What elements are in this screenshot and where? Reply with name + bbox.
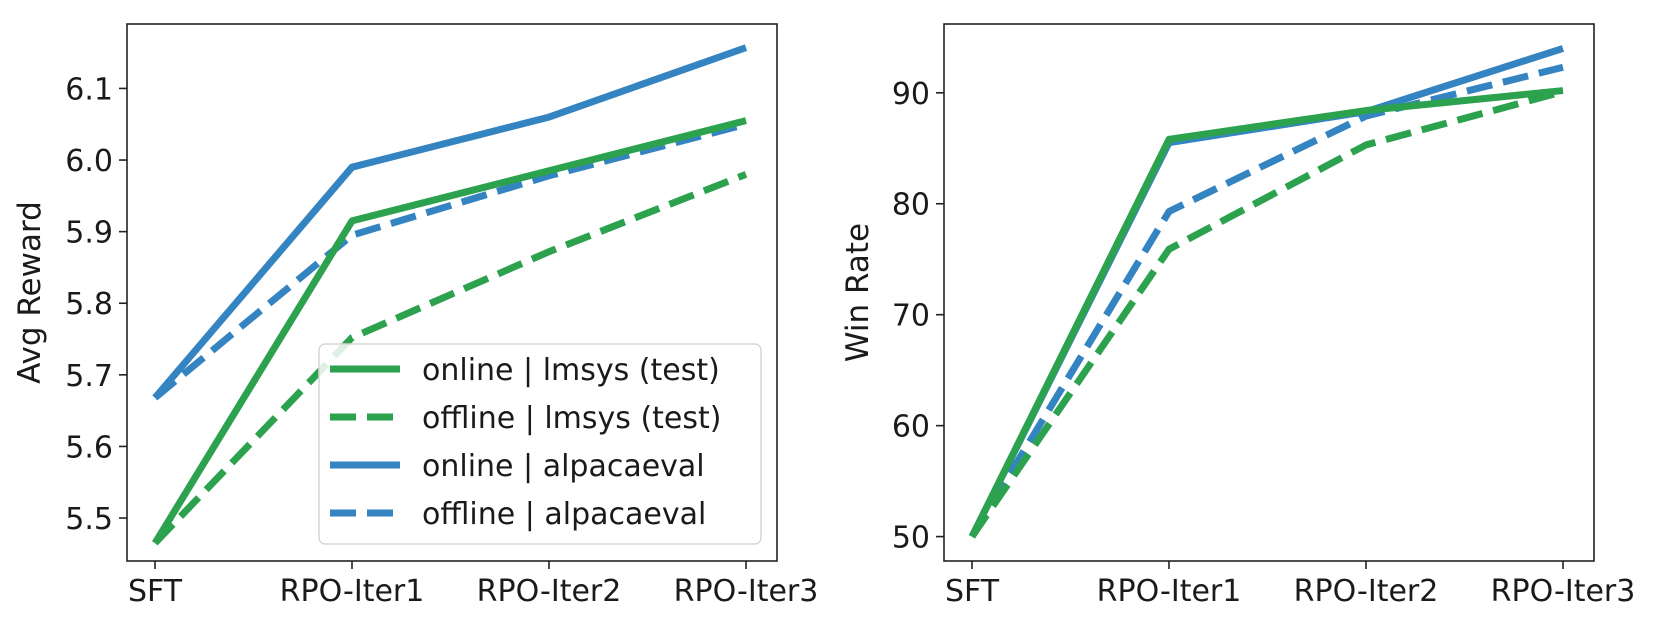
y-tick-label: 5.8 bbox=[65, 287, 113, 322]
x-tick-label: RPO-Iter2 bbox=[477, 574, 622, 609]
series-group bbox=[968, 45, 1565, 539]
plot-frame bbox=[126, 23, 778, 562]
y-axis-label: Win Rate bbox=[840, 223, 876, 362]
y-tick-label: 6.0 bbox=[65, 144, 113, 179]
y-tick-label: 5.6 bbox=[65, 430, 113, 465]
y-tick-label: 5.7 bbox=[65, 359, 113, 394]
series-line-offline-alpacaeval bbox=[969, 63, 1564, 539]
series-group bbox=[152, 44, 748, 546]
y-tick-label: 70 bbox=[892, 299, 930, 334]
legend-box bbox=[318, 343, 762, 545]
y-tick-label: 5.5 bbox=[65, 502, 113, 537]
legend: online | lmsys (test) offline | lmsys (te… bbox=[318, 343, 762, 545]
series-line-offline-lmsys-test- bbox=[969, 88, 1564, 539]
y-tick-label: 50 bbox=[892, 521, 930, 556]
x-tick-label: SFT bbox=[128, 574, 183, 609]
y-tick-label: 6.1 bbox=[65, 72, 113, 107]
y-tick-label: 80 bbox=[892, 188, 930, 223]
chart-2: 50 60 70 80 90 SFT RPO-Iter1 RPO-Iter2 RPO-Iter3… bbox=[840, 23, 1636, 609]
plot-frame bbox=[943, 23, 1595, 562]
x-tick-label: RPO-Iter1 bbox=[1097, 574, 1242, 609]
y-tick-label: 5.9 bbox=[65, 216, 113, 251]
x-tick-label: RPO-Iter3 bbox=[1491, 574, 1636, 609]
series-line-online-lmsys-test- bbox=[152, 117, 747, 545]
chart-1: 5.5 5.6 5.7 5.8 5.9 6.0 6.1 SFT RPO-Iter1 RPO-Ite… bbox=[12, 23, 819, 609]
x-tick-label: RPO-Iter2 bbox=[1294, 574, 1439, 609]
legend-label: offline | alpacaeval bbox=[422, 497, 706, 532]
y-tick-label: 60 bbox=[892, 410, 930, 445]
series-line-online-alpacaeval bbox=[152, 44, 748, 401]
y-tick-label: 90 bbox=[892, 77, 930, 112]
series-line-offline-lmsys-test- bbox=[152, 171, 748, 546]
x-tick-label: RPO-Iter1 bbox=[280, 574, 425, 609]
legend-label: offline | lmsys (test) bbox=[422, 401, 721, 436]
series-line-online-lmsys-test- bbox=[968, 87, 1564, 539]
y-axis-label: Avg Reward bbox=[12, 201, 48, 384]
legend-label: online | lmsys (test) bbox=[422, 353, 720, 388]
x-tick-label: SFT bbox=[945, 574, 1000, 609]
legend-label: online | alpacaeval bbox=[422, 449, 705, 484]
series-line-offline-alpacaeval bbox=[152, 120, 747, 401]
x-tick-label: RPO-Iter3 bbox=[674, 574, 819, 609]
